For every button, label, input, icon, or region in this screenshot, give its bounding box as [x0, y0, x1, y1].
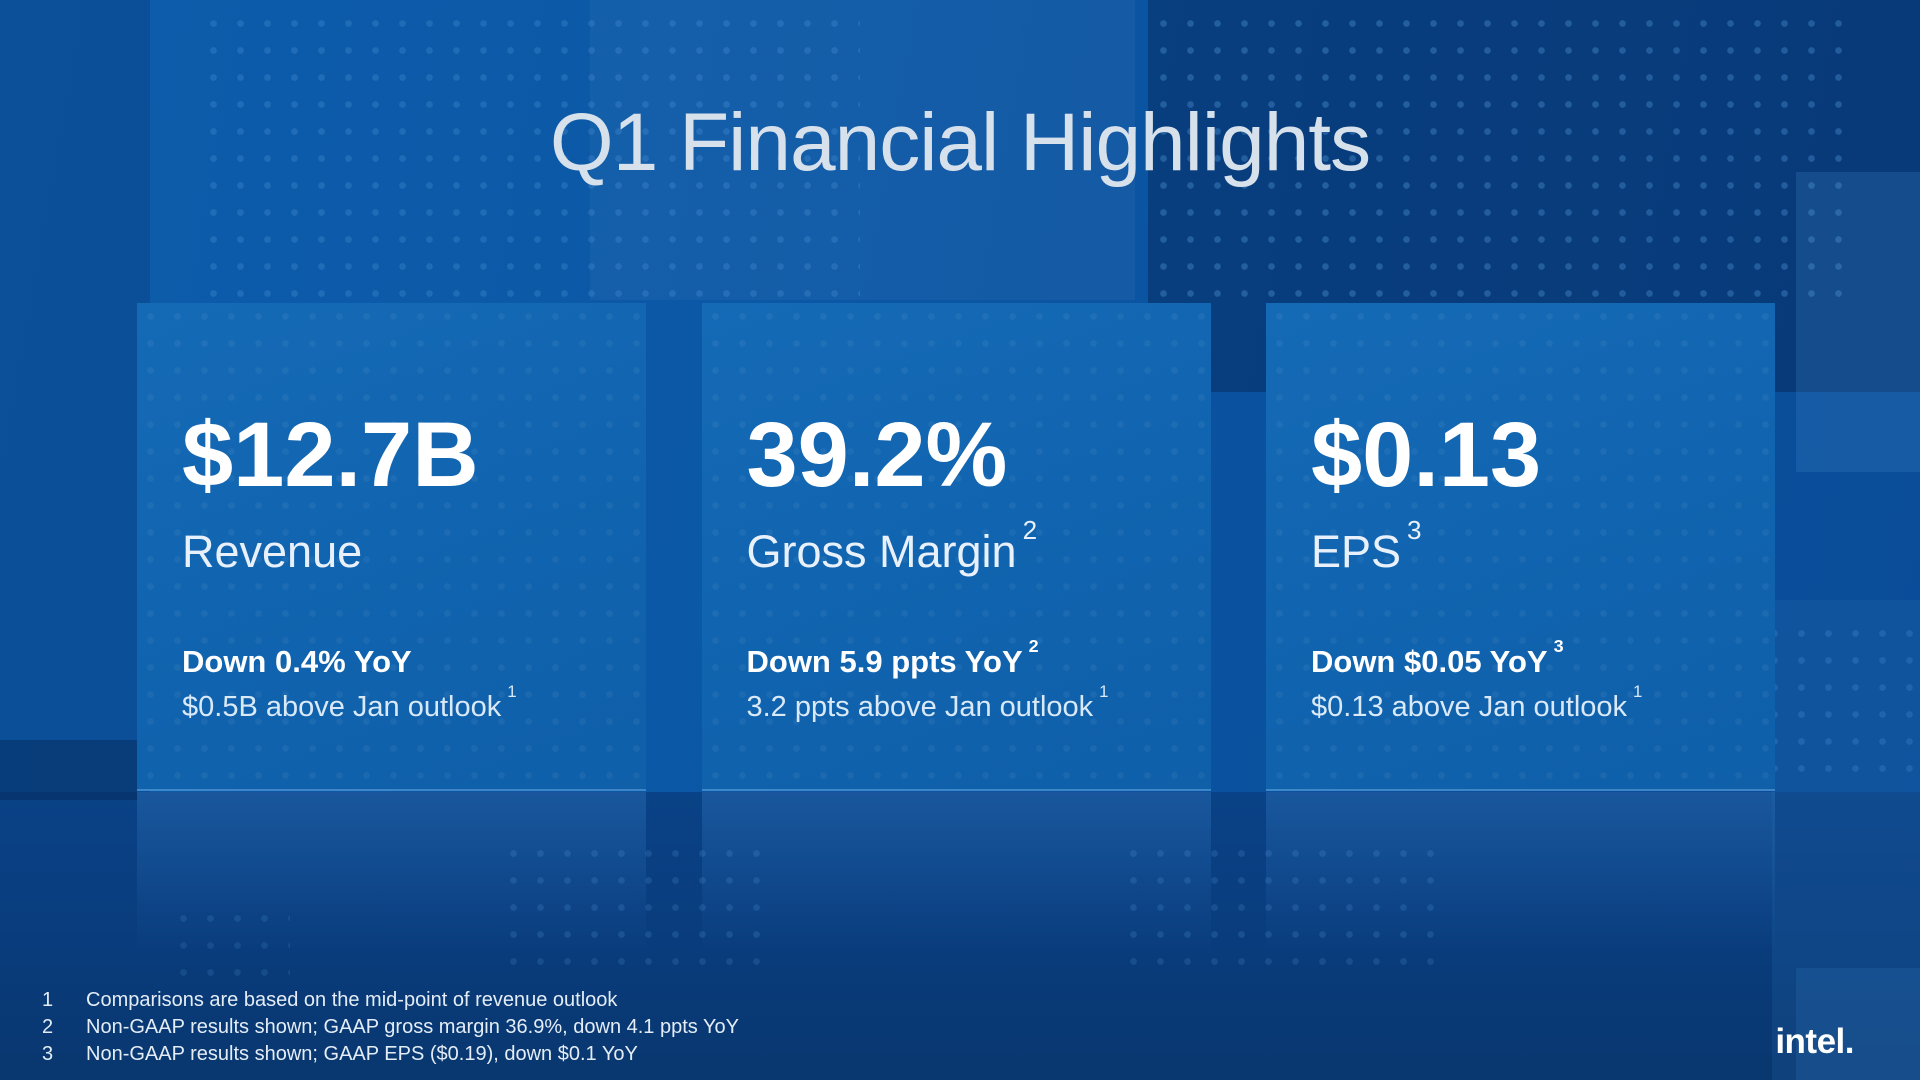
metric-card-eps: $0.13 EPS 3 Down $0.05 YoY 3 $0.13 above J… — [1266, 303, 1775, 791]
bg-card-reflection-3 — [1266, 792, 1775, 952]
gross-margin-label-text: Gross Margin — [746, 526, 1017, 577]
gross-margin-outlook: 3.2 ppts above Jan outlook 1 — [746, 684, 1175, 725]
intel-logo: intel. — [1775, 1022, 1854, 1061]
eps-label: EPS 3 — [1311, 517, 1739, 577]
metric-card-revenue: $12.7B Revenue Down 0.4% YoY $0.5B above… — [137, 303, 646, 791]
gross-margin-outlook-text: 3.2 ppts above Jan outlook — [746, 690, 1094, 723]
eps-value: $0.13 — [1311, 404, 1542, 506]
gross-margin-label-sup: 2 — [1022, 515, 1038, 546]
revenue-delta: Down 0.4% YoY — [182, 643, 610, 680]
eps-outlook-text: $0.13 above Jan outlook — [1311, 690, 1628, 723]
bg-right-square — [1796, 172, 1920, 472]
page-title: Q1 Financial Highlights — [549, 97, 1371, 188]
footnote-3-number: 3 — [42, 1043, 54, 1065]
eps-delta: Down $0.05 YoY 3 — [1311, 637, 1739, 680]
gross-margin-value: 39.2% — [746, 404, 1008, 506]
bg-dot-grid-bottom-left — [170, 905, 290, 985]
bg-bottom-right-column — [1772, 600, 1920, 1080]
bg-card-reflection-2 — [702, 792, 1211, 952]
footnotes: 1 Comparisons are based on the mid-point… — [42, 987, 739, 1068]
revenue-outlook-text: $0.5B above Jan outlook — [182, 690, 502, 723]
eps-delta-sup: 3 — [1553, 636, 1564, 657]
footnote-3-text: Non-GAAP results shown; GAAP EPS ($0.19)… — [86, 1043, 638, 1065]
footnote-2: 2 Non-GAAP results shown; GAAP gross mar… — [42, 1014, 739, 1041]
revenue-outlook-sup: 1 — [507, 682, 517, 702]
metric-card-gross-margin: 39.2% Gross Margin 2 Down 5.9 ppts YoY 2 3… — [701, 303, 1211, 791]
eps-label-text: EPS — [1311, 526, 1402, 577]
footnote-1-number: 1 — [42, 989, 54, 1011]
footnote-1: 1 Comparisons are based on the mid-point… — [42, 987, 739, 1014]
footnote-2-number: 2 — [42, 1016, 54, 1038]
revenue-label-text: Revenue — [182, 526, 363, 577]
bg-dot-grid-floor-right — [1120, 840, 1440, 970]
revenue-outlook: $0.5B above Jan outlook 1 — [182, 684, 610, 725]
eps-delta-text: Down $0.05 YoY — [1311, 643, 1548, 679]
eps-outlook-sup: 1 — [1633, 682, 1643, 702]
footnote-1-text: Comparisons are based on the mid-point o… — [86, 989, 618, 1011]
gross-margin-delta: Down 5.9 ppts YoY 2 — [746, 637, 1175, 680]
gross-margin-delta-text: Down 5.9 ppts YoY — [746, 643, 1023, 679]
footnote-2-text: Non-GAAP results shown; GAAP gross margi… — [86, 1016, 739, 1038]
eps-label-sup: 3 — [1407, 515, 1422, 546]
gross-margin-label: Gross Margin 2 — [746, 517, 1175, 577]
footnote-3: 3 Non-GAAP results shown; GAAP EPS ($0.1… — [42, 1041, 739, 1068]
revenue-label: Revenue — [182, 527, 610, 577]
revenue-delta-text: Down 0.4% YoY — [182, 643, 412, 679]
metric-cards: $12.7B Revenue Down 0.4% YoY $0.5B above… — [137, 303, 1775, 791]
bg-left-edge-bottom — [0, 740, 137, 800]
gross-margin-delta-sup: 2 — [1028, 636, 1039, 657]
bg-card-reflection-1 — [137, 792, 646, 952]
eps-outlook: $0.13 above Jan outlook 1 — [1311, 684, 1739, 725]
revenue-value: $12.7B — [182, 404, 479, 506]
bg-dot-grid-floor-left — [500, 840, 770, 970]
gross-margin-outlook-sup: 1 — [1099, 682, 1109, 702]
